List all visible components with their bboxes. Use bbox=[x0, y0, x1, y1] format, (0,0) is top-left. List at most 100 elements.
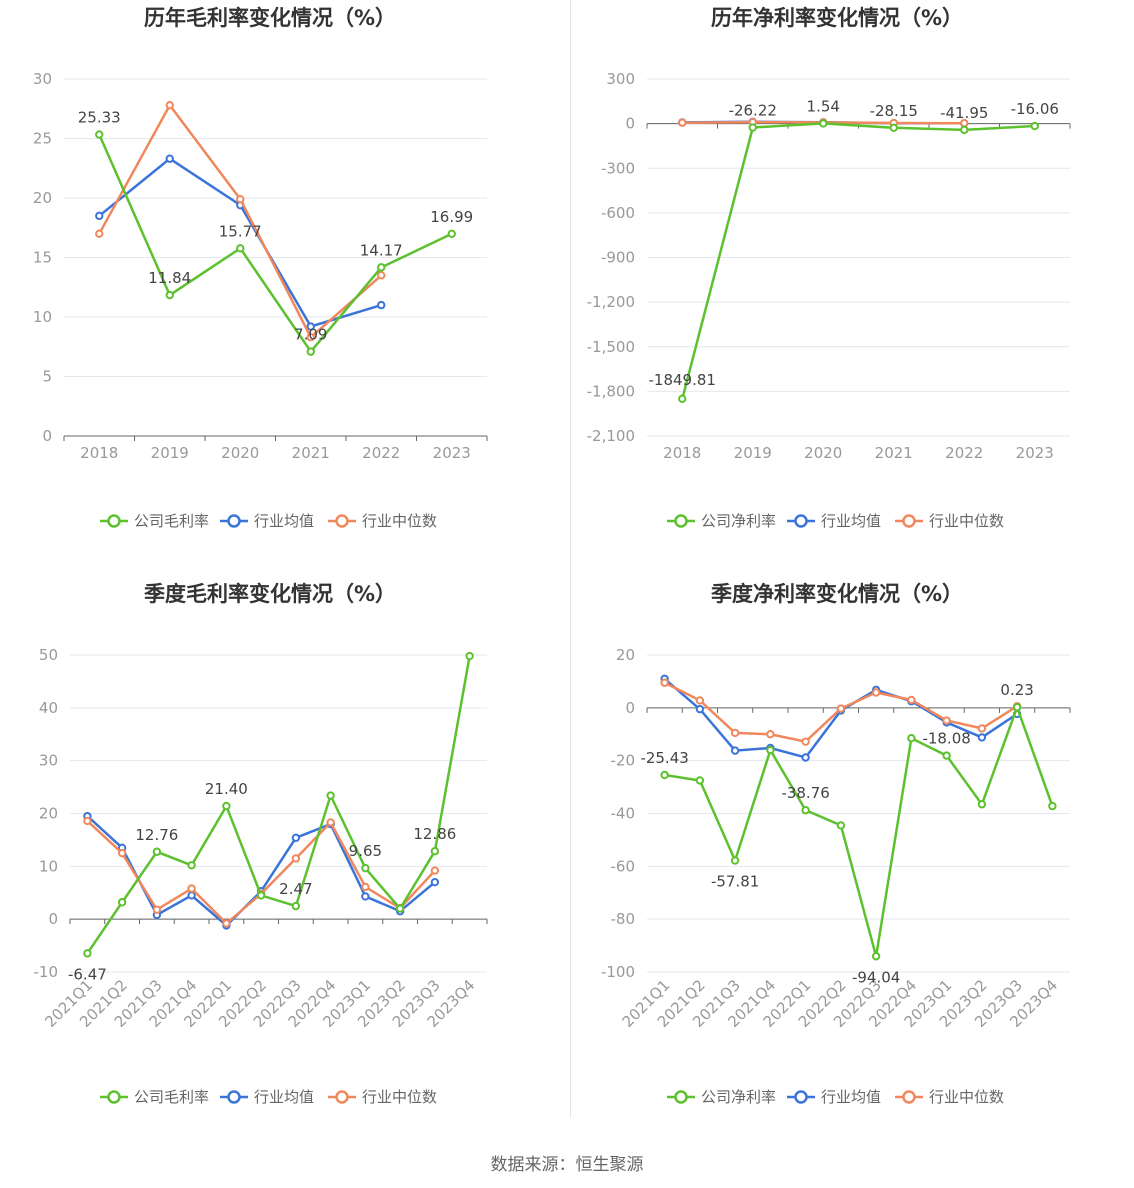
data-point bbox=[361, 882, 370, 892]
legend-marker bbox=[902, 514, 916, 528]
data-point bbox=[291, 833, 301, 843]
legend-item: 公司毛利率 bbox=[100, 1088, 209, 1106]
x-tick-label: 2018 bbox=[663, 444, 701, 462]
y-tick-label: 0 bbox=[625, 699, 635, 717]
data-point bbox=[678, 118, 687, 127]
y-tick-label: -300 bbox=[601, 159, 635, 177]
legend-label: 行业中位数 bbox=[929, 1088, 1004, 1106]
quarter_net-svg: 季度净利率变化情况（%）-100-80-60-40-200202021Q1202… bbox=[601, 582, 1071, 1106]
annual_gross-svg: 历年毛利率变化情况（%） 0 5 10 15 20 25 30 2018 2019 2020 2021… bbox=[33, 6, 488, 530]
data-point bbox=[306, 333, 315, 342]
data-point bbox=[977, 724, 987, 733]
legend-marker bbox=[107, 514, 121, 528]
data-point bbox=[801, 753, 810, 762]
y-tick-label: -100 bbox=[601, 963, 635, 981]
x-tick-label: 2022 bbox=[945, 444, 983, 462]
chart-title: 季度净利率变化情况（%） bbox=[711, 582, 963, 606]
x-tick-label: 2022 bbox=[362, 444, 400, 462]
series-line-2 bbox=[98, 102, 383, 340]
data-point bbox=[960, 125, 969, 135]
data-point bbox=[95, 229, 104, 238]
quarter_gross-svg: 季度毛利率变化情况（%）-10010203040502021Q12021Q220… bbox=[34, 582, 488, 1106]
data-point bbox=[1048, 801, 1057, 811]
legend-label: 行业均值 bbox=[821, 1088, 881, 1106]
data-point bbox=[695, 776, 705, 785]
data-label: -38.76 bbox=[781, 784, 829, 802]
data-point bbox=[695, 696, 705, 705]
data-point bbox=[236, 244, 245, 253]
x-tick-label: 2019 bbox=[734, 444, 772, 462]
data-point bbox=[377, 300, 386, 310]
data-label: 14.17 bbox=[360, 241, 403, 259]
x-tick-label: 2020 bbox=[804, 444, 842, 462]
y-tick-label: -40 bbox=[611, 805, 636, 823]
data-point bbox=[907, 734, 916, 743]
data-point bbox=[236, 194, 245, 204]
data-point bbox=[152, 847, 162, 856]
legend-marker bbox=[335, 1090, 349, 1104]
data-point bbox=[801, 737, 810, 746]
legend-label: 行业均值 bbox=[254, 1088, 314, 1106]
legend-marker bbox=[107, 1090, 121, 1104]
x-tick-label: 2023 bbox=[433, 444, 471, 462]
y-tick-label: 20 bbox=[616, 646, 635, 664]
y-tick-label: -60 bbox=[611, 857, 636, 875]
legend-label: 行业均值 bbox=[254, 512, 314, 530]
data-point bbox=[377, 263, 386, 272]
data-label: -94.04 bbox=[852, 968, 900, 986]
legend-item: 公司净利率 bbox=[667, 1088, 776, 1106]
data-point bbox=[942, 751, 951, 760]
data-point bbox=[766, 745, 775, 755]
series-line-0 bbox=[664, 703, 1054, 957]
legend-item: 行业均值 bbox=[220, 512, 314, 530]
x-tick-label: 2020 bbox=[221, 444, 259, 462]
series-line-1 bbox=[98, 157, 382, 328]
legend-marker bbox=[794, 1090, 808, 1104]
y-tick-label: 0 bbox=[625, 115, 635, 133]
data-point bbox=[222, 919, 231, 928]
quarterly-gross-margin-chart: 季度毛利率变化情况（%） -10 0 10 20 30 40 50 2021Q1 2021Q2 20… bbox=[0, 576, 567, 1152]
data-point bbox=[326, 818, 335, 827]
data-point bbox=[678, 394, 687, 403]
data-source-note: 数据来源：恒生聚源 bbox=[490, 1155, 644, 1175]
data-point bbox=[165, 100, 174, 110]
data-label: 1.54 bbox=[807, 97, 840, 115]
y-tick-label: 20 bbox=[33, 189, 52, 207]
data-point bbox=[889, 123, 898, 133]
data-point bbox=[801, 806, 810, 815]
data-point bbox=[977, 800, 987, 809]
data-point bbox=[871, 688, 881, 697]
data-point bbox=[83, 949, 92, 958]
data-point bbox=[465, 651, 474, 661]
data-point bbox=[152, 905, 162, 914]
y-tick-label: -80 bbox=[611, 910, 636, 928]
data-point bbox=[447, 229, 456, 239]
data-point bbox=[430, 877, 440, 887]
legend-marker bbox=[227, 1090, 241, 1104]
legend-marker bbox=[227, 514, 241, 528]
legend-marker bbox=[902, 1090, 916, 1104]
legend-marker bbox=[674, 1090, 688, 1104]
data-point bbox=[165, 154, 174, 163]
data-label: -26.22 bbox=[729, 102, 777, 120]
annual_net-svg: 历年净利率变化情况（%） -2,100 -1,800 -1,500 -1,200 -900… bbox=[587, 6, 1071, 530]
data-point bbox=[377, 271, 386, 280]
data-point bbox=[430, 847, 440, 856]
y-tick-label: 0 bbox=[48, 910, 58, 928]
data-point bbox=[819, 119, 828, 128]
data-point bbox=[291, 901, 301, 911]
y-tick-label: -1,200 bbox=[587, 293, 635, 311]
chart-title: 季度毛利率变化情况（%） bbox=[144, 582, 396, 606]
data-point bbox=[165, 290, 174, 300]
annual-gross-margin-chart: 历年毛利率变化情况（%） 0 5 10 15 20 25 30 2018 2019 2020 2021… bbox=[0, 0, 567, 576]
series-line-0 bbox=[86, 655, 471, 955]
legend-item: 行业均值 bbox=[220, 1088, 314, 1106]
data-point bbox=[256, 891, 266, 900]
y-tick-label: 15 bbox=[33, 249, 52, 267]
data-label: -41.95 bbox=[940, 104, 988, 122]
legend-item: 行业中位数 bbox=[328, 512, 437, 530]
y-tick-label: 10 bbox=[33, 308, 52, 326]
data-point bbox=[361, 892, 370, 901]
y-tick-label: 10 bbox=[39, 857, 58, 875]
data-point bbox=[730, 856, 740, 865]
